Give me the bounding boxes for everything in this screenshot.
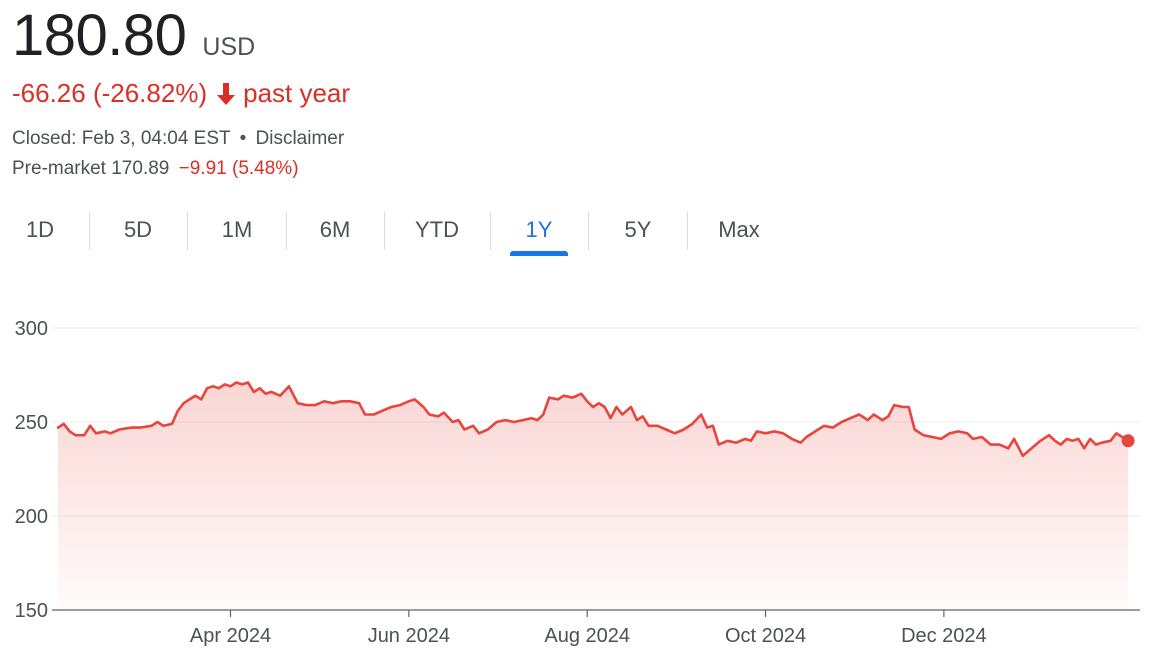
arrow-down-icon	[215, 81, 237, 107]
last-price-dot	[1121, 434, 1135, 448]
x-tick-label: Oct 2024	[725, 625, 806, 647]
tab-5y[interactable]: 5Y	[608, 206, 668, 254]
tab-label: 6M	[319, 217, 351, 242]
tab-label: 5D	[123, 217, 153, 242]
y-tick-label: 200	[15, 506, 48, 528]
premarket-change: −9.91 (5.48%)	[178, 158, 299, 179]
separator: •	[239, 128, 247, 149]
x-tick-label: Aug 2024	[544, 625, 630, 647]
y-tick-label: 250	[15, 412, 48, 434]
price-area-fill	[58, 382, 1129, 610]
tab-1d[interactable]: 1D	[10, 206, 70, 254]
change-period: past year	[243, 78, 351, 108]
tab-divider	[588, 212, 589, 250]
current-price: 180.80	[12, 3, 187, 68]
y-tick-label: 300	[15, 318, 48, 340]
tab-label: 1D	[25, 217, 55, 242]
tab-divider	[187, 212, 188, 250]
tab-divider	[89, 212, 90, 250]
x-tick-label: Dec 2024	[901, 625, 987, 647]
active-tab-indicator	[510, 251, 568, 256]
tab-5d[interactable]: 5D	[108, 206, 168, 254]
tab-1m[interactable]: 1M	[207, 206, 267, 254]
x-tick-label: Apr 2024	[190, 625, 271, 647]
tab-label: 5Y	[624, 217, 652, 242]
y-tick-label: 150	[15, 600, 48, 622]
price-line	[56, 381, 1130, 458]
closed-status: Closed: Feb 3, 04:04 EST • Disclaimer	[12, 128, 344, 150]
premarket-status: Pre-market 170.89 −9.91 (5.48%)	[12, 158, 299, 180]
tab-label: Max	[718, 217, 760, 242]
tab-6m[interactable]: 6M	[305, 206, 365, 254]
price-change-row: -66.26 (-26.82%) past year	[12, 78, 350, 109]
range-tabs: 1D 5D 1M 6M YTD 1Y 5Y Max	[0, 206, 800, 256]
tab-max[interactable]: Max	[707, 206, 771, 254]
price-change: -66.26 (-26.82%)	[12, 78, 208, 108]
closed-time: Closed: Feb 3, 04:04 EST	[12, 128, 231, 149]
tab-1y[interactable]: 1Y	[509, 206, 569, 256]
tab-divider	[384, 212, 385, 250]
tab-divider	[490, 212, 491, 250]
disclaimer-link[interactable]: Disclaimer	[255, 128, 345, 149]
premarket-price: Pre-market 170.89	[12, 158, 170, 179]
tab-divider	[687, 212, 688, 250]
tab-divider	[286, 212, 287, 250]
tab-label: 1Y	[525, 217, 553, 242]
currency-label: USD	[202, 33, 256, 61]
price-header: 180.80 USD	[12, 4, 255, 68]
tab-ytd[interactable]: YTD	[402, 206, 472, 254]
x-tick-label: Jun 2024	[368, 625, 450, 647]
tab-label: YTD	[415, 217, 459, 242]
tab-label: 1M	[221, 217, 253, 242]
